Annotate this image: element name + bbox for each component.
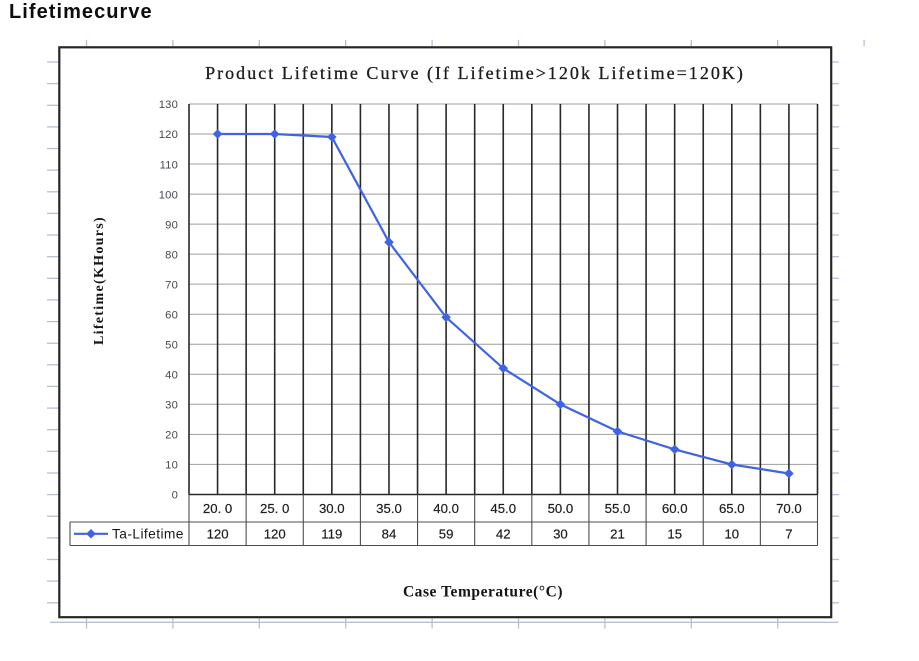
svg-text:65.0: 65.0 [719,501,745,516]
svg-text:40: 40 [165,370,178,382]
svg-text:30: 30 [553,527,568,542]
svg-text:10: 10 [724,527,739,542]
svg-text:130: 130 [159,99,178,111]
svg-text:84: 84 [382,527,397,542]
svg-text:20. 0: 20. 0 [203,501,232,516]
svg-text:0: 0 [172,490,178,502]
svg-text:55.0: 55.0 [605,501,631,516]
svg-text:40.0: 40.0 [433,501,459,516]
svg-text:100: 100 [159,189,178,201]
svg-text:120: 120 [264,527,286,542]
svg-text:59: 59 [439,527,454,542]
svg-text:Case Temperature(°C): Case Temperature(°C) [403,584,563,601]
svg-text:21: 21 [610,527,625,542]
svg-text:80: 80 [165,249,178,261]
svg-text:60: 60 [165,309,178,321]
svg-text:45.0: 45.0 [490,501,516,516]
svg-text:42: 42 [496,527,511,542]
svg-text:30.0: 30.0 [319,501,345,516]
svg-text:110: 110 [160,159,178,171]
svg-text:20: 20 [165,430,178,442]
svg-text:50.0: 50.0 [548,501,574,516]
svg-text:Lifetime(KHours): Lifetime(KHours) [92,216,107,345]
svg-text:50: 50 [165,339,178,351]
svg-text:120: 120 [207,527,229,542]
svg-text:10: 10 [165,460,178,472]
svg-text:60.0: 60.0 [662,501,688,516]
svg-text:30: 30 [165,400,178,412]
svg-text:70: 70 [165,279,178,291]
svg-text:Ta-Lifetime: Ta-Lifetime [112,526,184,541]
svg-text:119: 119 [321,527,342,542]
svg-text:15: 15 [667,527,682,542]
svg-text:Product Lifetime Curve (If Lif: Product Lifetime Curve (If Lifetime>120k… [205,63,745,84]
svg-text:90: 90 [165,219,178,231]
svg-text:35.0: 35.0 [376,501,402,516]
svg-text:120: 120 [159,129,178,141]
svg-text:25. 0: 25. 0 [260,501,289,516]
svg-text:70.0: 70.0 [776,501,802,516]
svg-text:7: 7 [785,527,792,542]
